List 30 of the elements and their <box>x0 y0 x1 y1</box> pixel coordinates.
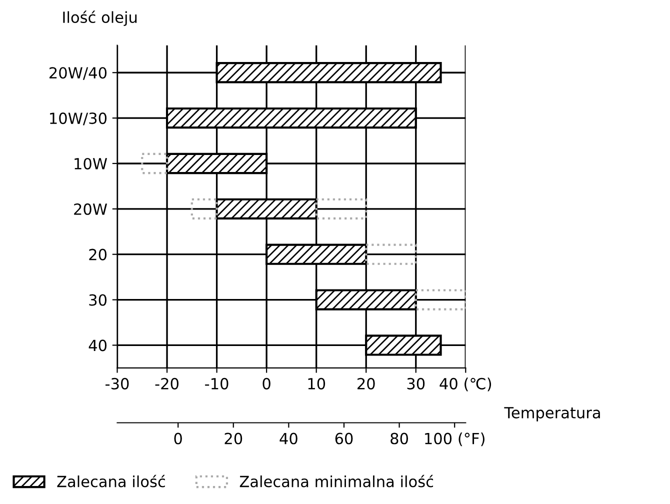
legend-label: Zalecana minimalna ilość <box>240 474 434 488</box>
y-tick-label: 10W/30 <box>50 112 107 126</box>
x-tick-label: 30 <box>407 378 425 390</box>
bar <box>141 152 168 174</box>
x2-tick-label: 0 <box>174 432 182 444</box>
x-tick-label: -30 <box>106 378 129 390</box>
x-tick-label: 0 <box>262 378 270 390</box>
y-tick-label: 20 <box>89 248 107 260</box>
y-tick-label: 20W/40 <box>50 67 107 80</box>
x2-tick-label: 40 <box>280 432 298 444</box>
legend-label: Zalecana ilość <box>57 474 165 488</box>
y-tick-label: 40 <box>88 340 107 352</box>
x-tick-label: 40 (℃) <box>440 378 492 392</box>
x2-tick-label: 20 <box>224 432 242 444</box>
bar <box>190 198 218 220</box>
y-axis-title: Ilość oleju <box>63 10 137 26</box>
x2-tick-label: 60 <box>335 432 353 444</box>
y-tick-label: 30 <box>89 294 107 306</box>
x-tick-label: -10 <box>205 378 228 390</box>
x-tick-label: -20 <box>155 378 178 390</box>
bar <box>414 289 466 310</box>
bar <box>365 244 417 265</box>
bar <box>315 198 368 220</box>
x-tick-label: 20 <box>358 378 375 390</box>
y-tick-label: 20W <box>74 203 108 215</box>
x-tick-label: 10 <box>308 378 326 390</box>
y-tick-label: 10W <box>74 158 108 170</box>
x2-tick-label: 100 (°F) <box>425 432 484 446</box>
x2-tick-label: 80 <box>390 432 408 444</box>
x-axis-title: Temperatura <box>504 407 600 422</box>
